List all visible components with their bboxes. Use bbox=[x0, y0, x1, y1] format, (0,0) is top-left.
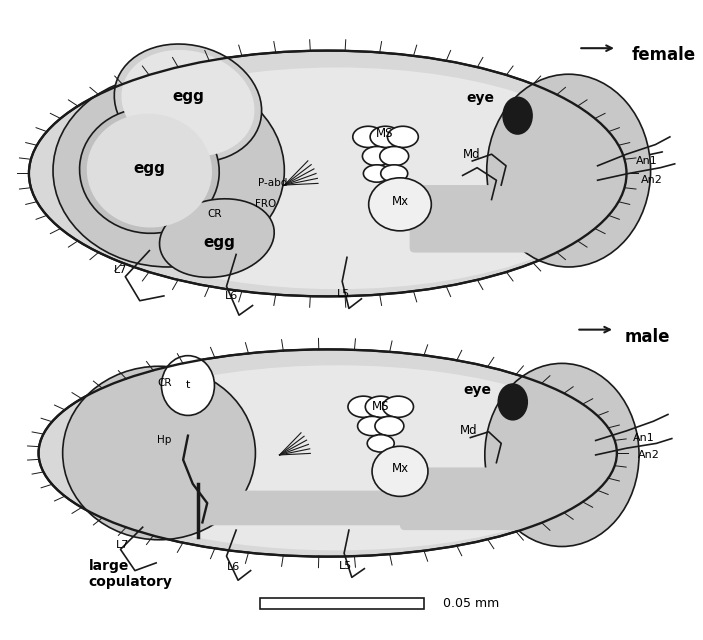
Ellipse shape bbox=[382, 396, 413, 417]
Text: P-abd: P-abd bbox=[258, 178, 288, 188]
Ellipse shape bbox=[160, 199, 274, 277]
Ellipse shape bbox=[366, 396, 396, 417]
Text: 0.05 mm: 0.05 mm bbox=[444, 597, 500, 610]
Text: egg: egg bbox=[134, 161, 165, 176]
Ellipse shape bbox=[367, 435, 394, 452]
Text: An2: An2 bbox=[641, 175, 663, 185]
Text: egg: egg bbox=[172, 89, 204, 104]
Text: An1: An1 bbox=[636, 156, 658, 166]
Text: large
copulatory: large copulatory bbox=[89, 559, 172, 589]
Text: Hp: Hp bbox=[157, 435, 172, 445]
Text: CR: CR bbox=[157, 378, 172, 388]
Ellipse shape bbox=[53, 67, 621, 289]
Ellipse shape bbox=[485, 364, 639, 547]
Ellipse shape bbox=[79, 108, 219, 234]
Ellipse shape bbox=[39, 349, 617, 557]
Text: L5: L5 bbox=[340, 561, 352, 571]
Ellipse shape bbox=[363, 165, 390, 182]
Ellipse shape bbox=[387, 126, 418, 147]
Text: L6: L6 bbox=[224, 291, 238, 301]
Ellipse shape bbox=[486, 74, 650, 267]
Ellipse shape bbox=[53, 74, 284, 267]
Ellipse shape bbox=[353, 126, 384, 147]
Text: Md: Md bbox=[463, 148, 480, 161]
Ellipse shape bbox=[358, 417, 387, 436]
Ellipse shape bbox=[372, 446, 428, 497]
Text: Mx: Mx bbox=[392, 195, 408, 208]
Ellipse shape bbox=[29, 51, 626, 296]
Ellipse shape bbox=[503, 97, 532, 134]
Text: eye: eye bbox=[467, 92, 494, 106]
Text: An2: An2 bbox=[638, 450, 660, 460]
Text: Md: Md bbox=[460, 424, 477, 437]
Ellipse shape bbox=[363, 147, 392, 166]
Text: Mx: Mx bbox=[392, 462, 408, 475]
Ellipse shape bbox=[375, 417, 404, 436]
Text: L5: L5 bbox=[337, 289, 351, 299]
FancyBboxPatch shape bbox=[190, 491, 504, 525]
FancyBboxPatch shape bbox=[260, 598, 424, 609]
Ellipse shape bbox=[122, 50, 254, 156]
Text: t: t bbox=[186, 380, 190, 390]
Ellipse shape bbox=[348, 396, 379, 417]
Ellipse shape bbox=[498, 384, 527, 420]
FancyBboxPatch shape bbox=[410, 185, 535, 253]
Text: CR: CR bbox=[207, 209, 221, 219]
Text: L6: L6 bbox=[226, 562, 240, 572]
Text: male: male bbox=[624, 328, 670, 346]
Ellipse shape bbox=[62, 365, 613, 550]
Ellipse shape bbox=[162, 356, 214, 415]
FancyBboxPatch shape bbox=[400, 467, 535, 530]
Text: female: female bbox=[631, 46, 695, 64]
Ellipse shape bbox=[380, 147, 408, 166]
Text: FRO: FRO bbox=[255, 199, 277, 209]
Ellipse shape bbox=[381, 165, 408, 182]
Ellipse shape bbox=[370, 126, 401, 147]
Text: An1: An1 bbox=[633, 433, 655, 443]
Text: egg: egg bbox=[204, 236, 236, 250]
Ellipse shape bbox=[368, 178, 432, 231]
Text: eye: eye bbox=[463, 383, 491, 397]
Text: MS: MS bbox=[376, 127, 394, 140]
Text: MS: MS bbox=[372, 400, 389, 413]
Text: L7: L7 bbox=[114, 265, 127, 275]
Ellipse shape bbox=[86, 114, 212, 227]
Text: L7: L7 bbox=[116, 540, 129, 550]
Ellipse shape bbox=[115, 44, 262, 163]
Ellipse shape bbox=[63, 366, 255, 540]
